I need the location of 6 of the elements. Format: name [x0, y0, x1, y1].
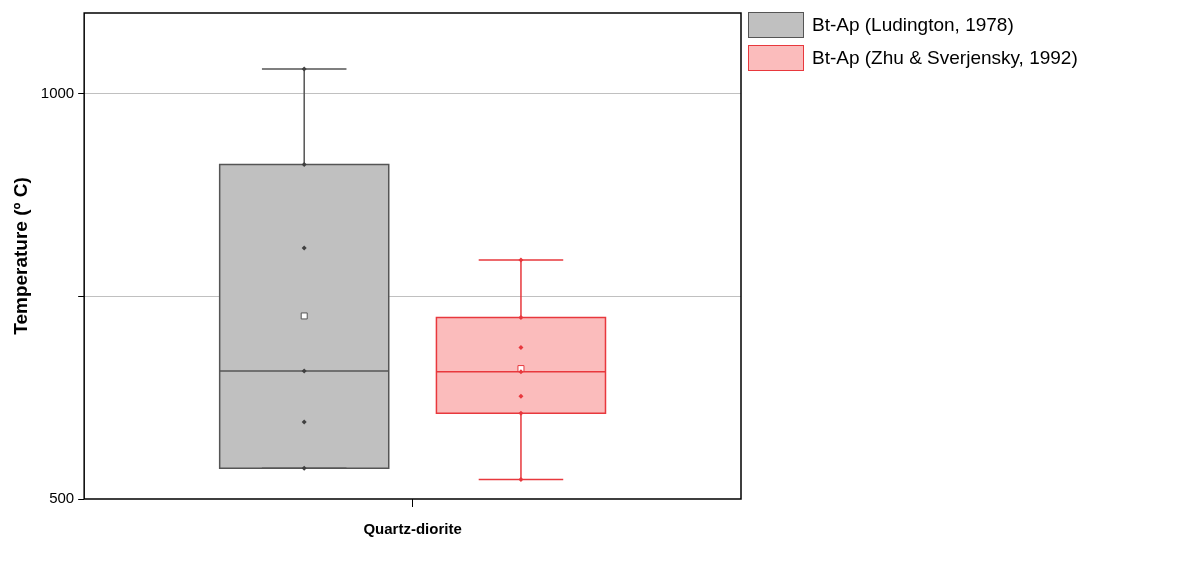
legend-label: Bt-Ap (Zhu & Sverjensky, 1992)	[812, 47, 1078, 69]
y-tick-label: 1000	[40, 84, 75, 102]
legend-label: Bt-Ap (Ludington, 1978)	[812, 14, 1014, 36]
y-axis-title: Temperature (º C)	[9, 177, 31, 335]
y-tick-label: 500	[49, 489, 75, 507]
x-tick-label: Quartz-diorite	[363, 520, 462, 538]
